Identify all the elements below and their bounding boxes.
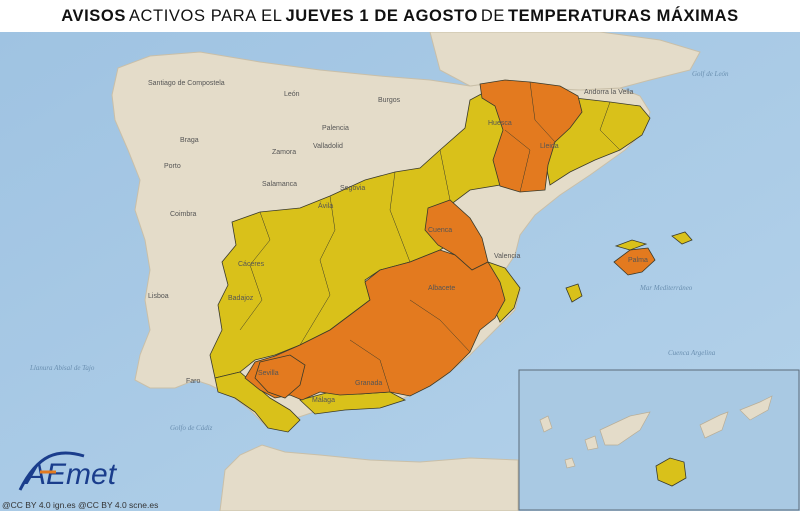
sea-labels: Golf de León Mar Mediterráneo Cuenca Arg… [29, 70, 729, 432]
label-albacete: Albacete [428, 285, 455, 292]
label-santiago: Santiago de Compostela [148, 80, 225, 87]
label-coimbra: Coimbra [170, 211, 197, 218]
label-valencia: Valencia [494, 253, 520, 260]
label-segovia: Segovia [340, 185, 365, 192]
label-burgos: Burgos [378, 97, 401, 104]
label-sea1: Golf de León [692, 70, 729, 78]
label-sea3: Cuenca Argelina [668, 349, 716, 357]
label-avila: Ávila [318, 201, 333, 210]
yellow-warning-zone-gran-canaria[interactable] [655, 457, 687, 487]
label-zamora: Zamora [272, 149, 296, 156]
france-land [429, 32, 701, 91]
label-salamanca: Salamanca [262, 181, 297, 188]
label-caceres: Cáceres [238, 261, 265, 268]
title-part-1: AVISOS [61, 6, 126, 25]
label-braga: Braga [180, 137, 199, 144]
label-lisboa: Lisboa [148, 293, 169, 300]
canary-islands-inset [518, 369, 800, 511]
label-sea5: Golfo de Cádiz [170, 424, 213, 432]
label-granada: Granada [355, 380, 382, 387]
title-part-4: DE [480, 6, 505, 25]
label-palencia: Palencia [322, 125, 349, 132]
label-sea2: Mar Mediterráneo [639, 284, 693, 292]
title-part-3: JUEVES 1 DE AGOSTO [285, 6, 478, 25]
island-tenerife [599, 411, 651, 446]
orange-warning-zone-aragon-catalonia[interactable] [479, 79, 583, 193]
label-sea4: Llanura Abisal de Tajo [29, 364, 95, 372]
island-lanzarote [739, 395, 773, 421]
title-part-2: ACTIVOS PARA EL [128, 6, 283, 25]
label-sevilla: Sevilla [258, 370, 279, 377]
yellow-warning-zone-ibiza[interactable] [565, 283, 583, 303]
label-badajoz: Badajoz [228, 295, 254, 302]
label-palma: Palma [628, 257, 648, 264]
yellow-warning-zone-menorca[interactable] [671, 231, 693, 245]
label-faro: Faro [186, 378, 201, 385]
map-title: AVISOS ACTIVOS PARA EL JUEVES 1 DE AGOST… [0, 0, 800, 32]
yellow-warning-zone-mallorca-north[interactable] [614, 239, 648, 251]
map-canvas[interactable]: Santiago de Compostela León Burgos Palen… [0, 32, 800, 511]
aemet-logo-text: AEmet [24, 458, 118, 491]
label-cuenca: Cuenca [428, 227, 452, 234]
aemet-logo: AEmet [18, 451, 118, 491]
island-el-hierro [564, 457, 576, 469]
label-huesca: Huesca [488, 120, 512, 127]
label-valladolid: Valladolid [313, 143, 343, 150]
island-la-gomera [584, 435, 599, 451]
place-labels: Santiago de Compostela León Burgos Palen… [148, 80, 648, 404]
label-porto: Porto [164, 163, 181, 170]
label-andorra: Andorra la Vella [584, 89, 634, 96]
island-fuerteventura [699, 411, 729, 439]
label-malaga: Málaga [312, 397, 335, 404]
north-africa-land [219, 444, 519, 511]
label-leon: León [284, 91, 300, 98]
orange-warning-zone-sevilla[interactable] [254, 354, 306, 399]
canary-islands [539, 395, 773, 469]
zone-boundaries [239, 81, 621, 393]
label-lleida: Lleida [540, 143, 559, 150]
map-credits: @CC BY 4.0 ign.es @CC BY 4.0 scne.es [2, 500, 159, 510]
island-la-palma [539, 415, 553, 433]
title-part-5: TEMPERATURAS MÁXIMAS [508, 6, 739, 25]
